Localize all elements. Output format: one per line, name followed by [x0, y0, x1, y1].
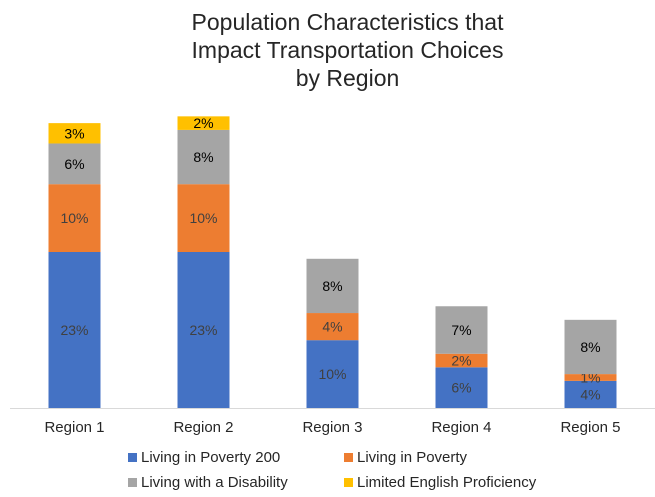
bar-segment — [306, 313, 359, 341]
legend-label: Limited English Proficiency — [357, 474, 537, 491]
x-tick-label: Region 3 — [302, 419, 362, 436]
bar-segment — [435, 367, 488, 408]
bar-segment — [306, 258, 359, 314]
chart-title-line: Population Characteristics that — [191, 9, 504, 35]
bar-segment — [564, 374, 617, 381]
data-label: 10% — [60, 210, 88, 226]
data-label: 7% — [451, 322, 471, 338]
chart-title-line: by Region — [295, 65, 400, 91]
x-tick-label: Region 5 — [560, 419, 620, 436]
data-label: 2% — [193, 115, 213, 131]
bar-segment — [48, 184, 101, 252]
bar-segment — [48, 123, 101, 144]
data-label: 8% — [580, 339, 600, 355]
bar-segment — [435, 353, 488, 368]
legend-swatch — [128, 453, 137, 462]
legend-item: Limited English Proficiency — [344, 474, 564, 491]
bar-segment — [177, 184, 230, 252]
legend-label: Living in Poverty 200 — [141, 449, 281, 466]
legend-swatch — [344, 478, 353, 487]
x-tick-label: Region 1 — [44, 419, 104, 436]
data-label: 6% — [64, 156, 84, 172]
bar-segment — [564, 380, 617, 408]
data-label: 6% — [451, 380, 471, 396]
chart-legend: Living in Poverty 200 Living in Poverty … — [128, 449, 564, 491]
bar-segment — [435, 306, 488, 354]
bar-segment — [48, 252, 101, 408]
data-label: 23% — [60, 322, 88, 338]
data-label: 10% — [318, 366, 346, 382]
bar-segment — [306, 340, 359, 408]
x-tick-label: Region 2 — [173, 419, 233, 436]
data-label: 3% — [64, 125, 84, 141]
data-label: 4% — [322, 319, 342, 335]
bar-segment — [48, 143, 101, 185]
data-label: 4% — [580, 386, 600, 402]
data-label: 10% — [189, 210, 217, 226]
legend-label: Living in Poverty — [357, 449, 468, 466]
data-label: 2% — [451, 353, 471, 369]
chart-title-line: Impact Transportation Choices — [191, 37, 504, 63]
bar-segment — [177, 129, 230, 185]
bar-segment — [177, 252, 230, 408]
data-label: 23% — [189, 322, 217, 338]
chart-title: Population Characteristics that Impact T… — [0, 8, 655, 92]
data-label: 8% — [193, 149, 213, 165]
legend-swatch — [344, 453, 353, 462]
legend-swatch — [128, 478, 137, 487]
legend-item: Living in Poverty 200 — [128, 449, 344, 466]
legend-label: Living with a Disability — [141, 474, 288, 491]
x-tick-label: Region 4 — [431, 419, 491, 436]
data-label: 8% — [322, 278, 342, 294]
legend-item: Living with a Disability — [128, 474, 344, 491]
legend-item: Living in Poverty — [344, 449, 564, 466]
bar-segment — [564, 319, 617, 375]
bar-segment — [177, 116, 230, 130]
stacked-bar-chart: 23% 10% 6% 3% Region 1 23% 10% 8% 2% Region 2 10% 4… — [10, 115, 655, 436]
